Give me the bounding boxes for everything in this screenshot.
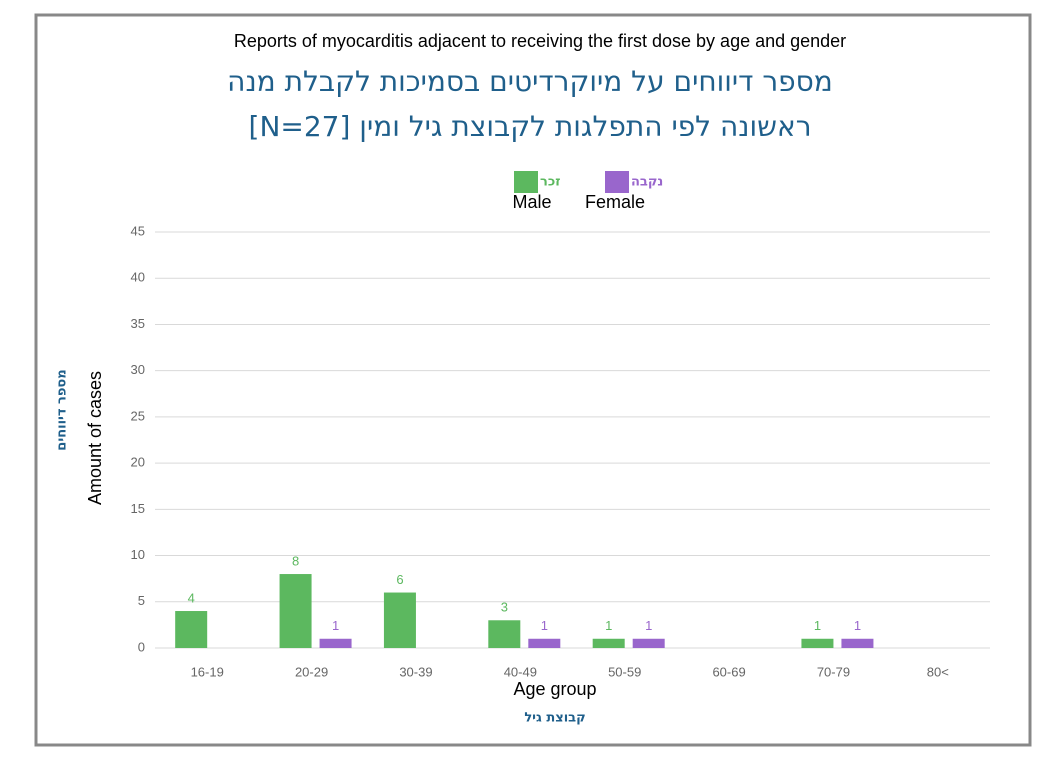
y-axis-label: מספר דיווחים: [55, 369, 70, 450]
legend-label-en: Male: [512, 192, 551, 212]
legend-label: זכר: [540, 175, 560, 190]
x-tick-label: 60-69: [712, 664, 745, 679]
data-label: 1: [605, 618, 612, 633]
chart-title-line1: מספר דיווחים על מיוקרדיטים בסמיכות לקבלת…: [227, 65, 833, 98]
y-tick-label: 45: [131, 223, 145, 238]
x-axis-label: קבוצת גיל: [524, 711, 585, 726]
x-axis-label-en: Age group: [513, 679, 596, 699]
bar: [632, 638, 665, 648]
bar: [488, 620, 521, 648]
x-tick-label: 20-29: [295, 664, 328, 679]
bar: [592, 638, 625, 648]
y-axis-label-en: Amount of cases: [85, 371, 105, 505]
y-tick-label: 10: [131, 547, 145, 562]
data-label: 1: [645, 618, 652, 633]
data-label: 1: [541, 618, 548, 633]
x-tick-label: 70-79: [817, 664, 850, 679]
data-label: 1: [814, 618, 821, 633]
legend-label: נקבה: [631, 175, 663, 190]
legend-label-en: Female: [585, 192, 645, 212]
data-label: 6: [396, 572, 403, 587]
bar: [801, 638, 834, 648]
y-tick-label: 40: [131, 270, 145, 285]
y-tick-label: 35: [131, 316, 145, 331]
bar: [319, 638, 352, 648]
y-tick-label: 30: [131, 362, 145, 377]
legend-swatch: [514, 171, 538, 193]
y-tick-label: 15: [131, 501, 145, 516]
chart-title-line2: ראשונה לפי התפלגות לקבוצת גיל ומין [N=27…: [249, 110, 812, 143]
data-label: 1: [854, 618, 861, 633]
data-label: 3: [501, 600, 508, 615]
y-tick-label: 0: [138, 639, 145, 654]
x-tick-label: 50-59: [608, 664, 641, 679]
bar: [528, 638, 561, 648]
y-tick-label: 25: [131, 408, 145, 423]
y-tick-label: 5: [138, 593, 145, 608]
bar: [175, 611, 208, 648]
bar: [383, 592, 416, 648]
x-tick-label: 16-19: [191, 664, 224, 679]
data-label: 8: [292, 553, 299, 568]
data-label: 4: [188, 590, 195, 605]
bar: [841, 638, 874, 648]
y-tick-label: 20: [131, 455, 145, 470]
bar: [279, 574, 312, 648]
data-label: 1: [332, 618, 339, 633]
x-tick-label: 30-39: [399, 664, 432, 679]
x-tick-label: 40-49: [504, 664, 537, 679]
chart-title-en: Reports of myocarditis adjacent to recei…: [234, 31, 846, 51]
legend-swatch: [605, 171, 629, 193]
x-tick-label: 80<: [927, 664, 949, 679]
